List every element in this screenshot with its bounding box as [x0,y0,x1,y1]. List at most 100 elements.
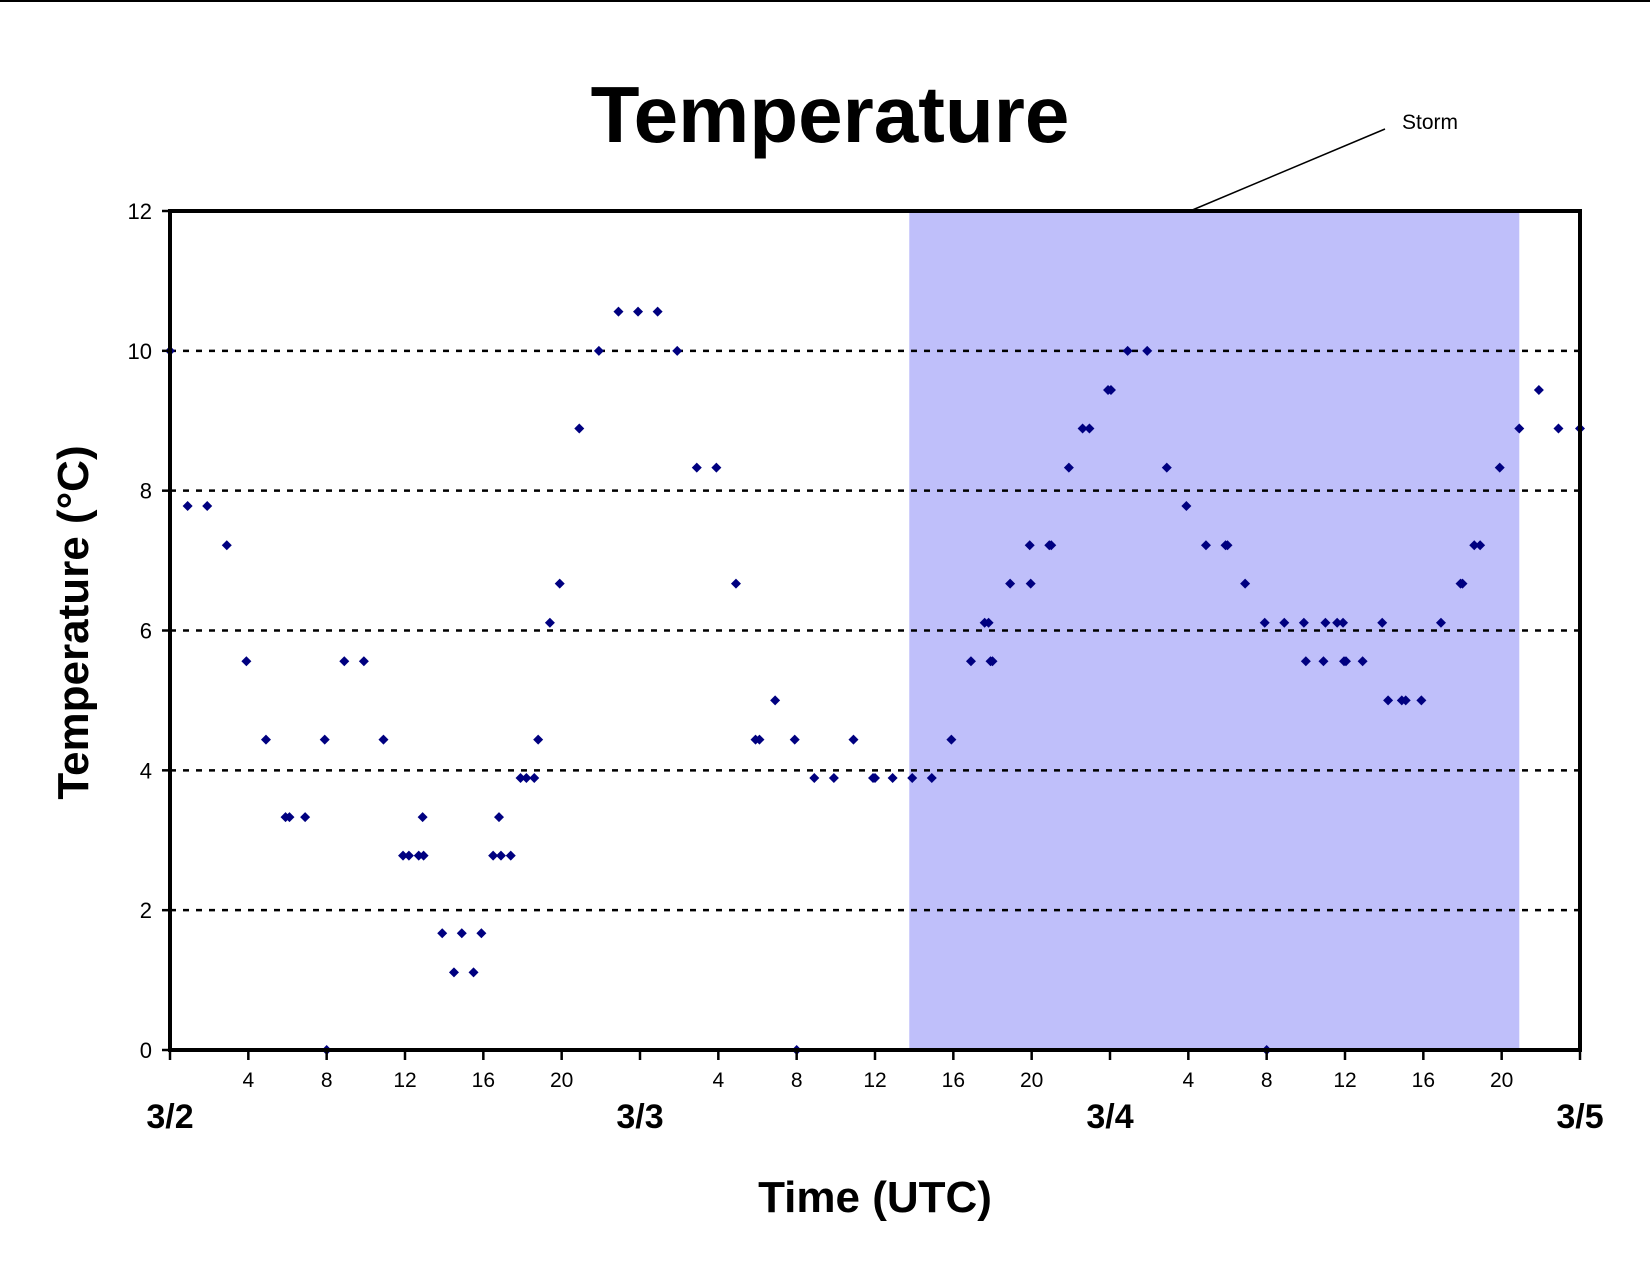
y-tick-label: 12 [128,199,152,224]
data-point [1025,578,1036,589]
y-tick-label: 6 [140,619,152,644]
y-tick-label: 8 [140,479,152,504]
data-point [488,850,499,861]
y-axis-title: Temperature (°C) [49,445,98,799]
y-tick-label: 4 [140,758,152,783]
data-point [1298,617,1309,628]
chart-title: Temperature [591,70,1070,159]
data-point [789,734,800,745]
data-point [926,773,937,784]
data-point [754,734,765,745]
data-point [1222,540,1233,551]
gridlines [170,349,1580,912]
data-point [907,773,918,784]
x-hour-tick-label: 12 [863,1069,886,1092]
data-point [828,773,839,784]
data-point [221,540,232,551]
data-point [574,423,585,434]
data-point [1400,695,1411,706]
data-point [1435,617,1446,628]
x-hour-tick-label: 4 [242,1069,254,1092]
data-point [403,850,414,861]
data-point [241,656,252,667]
data-point [691,462,702,473]
data-point [1084,423,1095,434]
data-point [418,850,429,861]
x-day-label: 3/5 [1556,1098,1603,1136]
data-point [378,734,389,745]
data-point [613,306,624,317]
data-point [398,850,409,861]
data-point [260,734,271,745]
x-hour-tick-label: 16 [1412,1069,1435,1092]
data-point [1122,345,1133,356]
data-point [1338,617,1349,628]
data-point [515,773,526,784]
data-point [770,695,781,706]
data-point [339,656,350,667]
data-point [809,773,820,784]
x-hour-tick-label: 8 [1261,1069,1273,1092]
x-hour-tick-label: 20 [550,1069,573,1092]
data-point [711,462,722,473]
data-point [1494,462,1505,473]
storm-label-leader-line [1189,128,1386,212]
y-tick-label: 10 [128,339,152,364]
data-point [529,773,540,784]
data-point [182,501,193,512]
data-point [1046,540,1057,551]
data-point [1161,462,1172,473]
data-point [1063,462,1074,473]
x-hour-tick-label: 8 [321,1069,333,1092]
data-point [468,967,479,978]
data-point [1181,501,1192,512]
x-hour-tick-label: 16 [472,1069,495,1092]
data-point [1320,617,1331,628]
y-tick-label: 2 [140,898,152,923]
data-point [946,734,957,745]
data-point [1377,617,1388,628]
data-point [1077,423,1088,434]
x-day-label: 3/2 [146,1098,193,1136]
data-point [319,734,330,745]
x-hour-tick-label: 4 [712,1069,724,1092]
data-point [593,345,604,356]
data-point [417,812,428,823]
data-point [1024,540,1035,551]
x-hour-tick-label: 20 [1490,1069,1513,1092]
data-point [544,617,555,628]
x-axis: 4 8 12 16 20 4 8 12 16 20 4 8 12 16 20 3/2 3/3 3/4 3/5 [146,1050,1604,1136]
data-point [300,812,311,823]
x-hour-tick-label: 12 [1333,1069,1356,1092]
data-point [1457,578,1468,589]
data-point [476,928,487,939]
data-points [165,306,1585,1055]
data-point [983,617,994,628]
data-point [1514,423,1525,434]
data-point [987,656,998,667]
data-point [505,850,516,861]
data-point [456,928,467,939]
x-hour-tick-label: 12 [393,1069,416,1092]
data-point [633,306,644,317]
data-point [652,306,663,317]
data-point [1259,617,1270,628]
x-hour-tick-label: 20 [1020,1069,1043,1092]
data-point [965,656,976,667]
data-point [730,578,741,589]
data-point [1332,617,1343,628]
data-point [1318,656,1329,667]
data-point [533,734,544,745]
data-point [870,773,880,784]
data-point [1475,540,1486,551]
storm-label: Storm [1402,111,1458,134]
data-point [1142,345,1153,356]
data-point [672,345,683,356]
data-point [554,578,565,589]
data-point [1200,540,1211,551]
x-hour-tick-label: 4 [1182,1069,1194,1092]
y-tick-label: 0 [140,1038,152,1063]
data-point [202,501,213,512]
data-point [1533,384,1544,395]
